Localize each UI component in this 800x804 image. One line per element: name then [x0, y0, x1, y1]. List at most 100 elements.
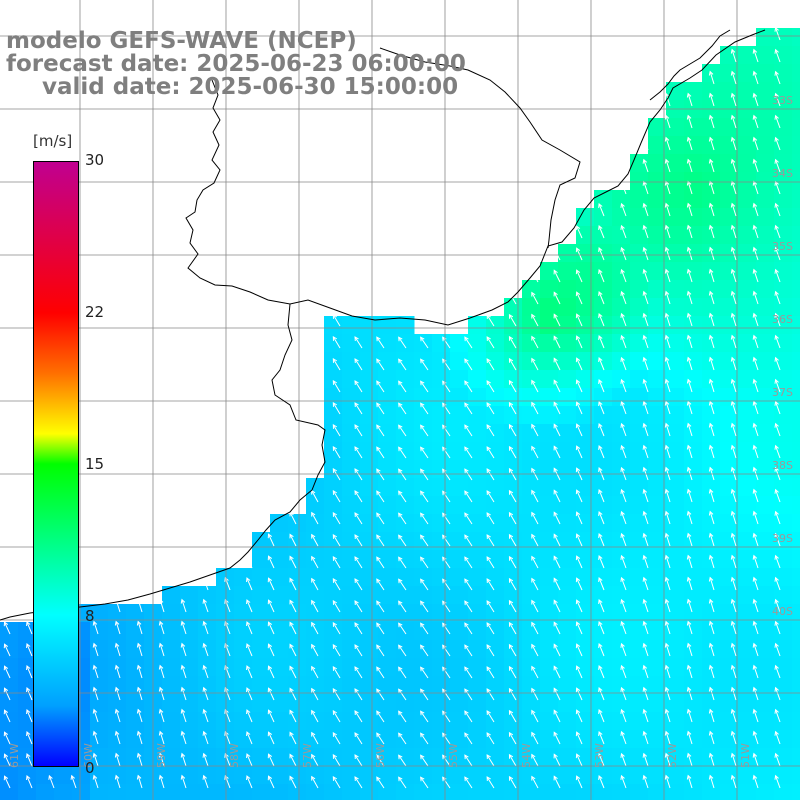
arrow-icon: [354, 534, 363, 547]
wind-speed-cell: [666, 406, 685, 425]
arrow-icon: [708, 334, 715, 349]
wind-speed-cell: [702, 532, 721, 551]
arrow-icon: [575, 357, 583, 371]
wind-speed-cell: [792, 676, 800, 695]
wind-speed-field: [0, 28, 800, 803]
wind-speed-cell: [378, 604, 397, 623]
wind-speed-cell: [342, 694, 361, 713]
wind-speed-cell: [558, 532, 577, 551]
arrow-icon: [752, 378, 759, 393]
arrow-icon: [708, 202, 715, 217]
arrow-icon: [553, 643, 561, 657]
wind-speed-cell: [576, 784, 595, 803]
arrow-icon: [598, 290, 605, 305]
arrow-icon: [730, 400, 737, 415]
wind-speed-cell: [306, 640, 325, 659]
wind-speed-cell: [648, 424, 667, 443]
arrow-icon: [730, 136, 737, 151]
wind-speed-cell: [684, 694, 703, 713]
arrow-icon: [553, 599, 561, 613]
wind-speed-cell: [450, 766, 469, 785]
arrow-icon: [398, 600, 407, 613]
arrow-icon: [664, 136, 671, 151]
arrow-icon: [730, 510, 737, 525]
wind-speed-cell: [702, 640, 721, 659]
wind-speed-cell: [378, 676, 397, 695]
wind-speed-cell: [504, 298, 523, 317]
wind-speed-cell: [360, 316, 379, 335]
arrow-icon: [420, 336, 429, 349]
wind-speed-cell: [630, 730, 649, 749]
wind-speed-cell: [522, 298, 541, 317]
wind-speed-cell: [486, 406, 505, 425]
wind-speed-cell: [360, 622, 379, 641]
arrow-icon: [136, 752, 143, 767]
wind-speed-cell: [360, 658, 379, 677]
arrow-icon: [354, 732, 363, 745]
wind-speed-cell: [378, 514, 397, 533]
arrow-icon: [531, 555, 539, 569]
arrow-icon: [686, 510, 693, 525]
arrow-icon: [598, 378, 605, 393]
wind-speed-cell: [504, 640, 523, 659]
arrow-icon: [664, 92, 671, 107]
arrow-icon: [708, 598, 715, 613]
arrow-icon: [420, 490, 429, 503]
arrow-icon: [598, 334, 605, 349]
arrow-icon: [708, 752, 715, 767]
arrow-icon: [730, 598, 737, 613]
wind-speed-cell: [720, 82, 739, 101]
wind-speed-cell: [648, 298, 667, 317]
wind-speed-cell: [252, 622, 271, 641]
wind-speed-cell: [414, 352, 433, 371]
wind-speed-cell: [756, 82, 775, 101]
wind-speed-cell: [684, 748, 703, 767]
wind-speed-cell: [702, 712, 721, 731]
wind-speed-cell: [522, 406, 541, 425]
wind-speed-cell: [450, 532, 469, 551]
arrow-icon: [289, 665, 297, 679]
wind-speed-cell: [738, 658, 757, 677]
arrow-icon: [730, 224, 737, 239]
wind-speed-cell: [450, 676, 469, 695]
wind-speed-cell: [108, 676, 127, 695]
wind-speed-cell: [252, 550, 271, 569]
wind-speed-cell: [792, 136, 800, 155]
arrow-icon: [664, 686, 671, 701]
arrow-icon: [620, 708, 627, 723]
arrow-icon: [774, 774, 781, 789]
longitude-label: 59W: [155, 743, 168, 768]
wind-speed-cell: [504, 478, 523, 497]
wind-speed-cell: [378, 748, 397, 767]
wind-speed-cell: [324, 370, 343, 389]
wind-speed-cell: [414, 694, 433, 713]
wind-speed-cell: [252, 712, 271, 731]
wind-speed-cell: [432, 388, 451, 407]
wind-speed-cell: [432, 568, 451, 587]
arrow-icon: [664, 642, 671, 657]
arrow-icon: [686, 312, 693, 327]
arrow-icon: [752, 422, 759, 437]
wind-speed-cell: [324, 622, 343, 641]
arrow-icon: [311, 643, 319, 657]
arrow-icon: [398, 358, 407, 371]
wind-speed-cell: [342, 586, 361, 605]
wind-speed-cell: [666, 244, 685, 263]
arrow-icon: [158, 686, 165, 701]
arrow-icon: [708, 422, 715, 437]
wind-speed-cell: [342, 388, 361, 407]
arrow-icon: [202, 686, 209, 701]
wind-speed-cell: [666, 532, 685, 551]
wind-speed-cell: [792, 28, 800, 47]
wind-speed-cell: [486, 748, 505, 767]
arrow-icon: [508, 401, 517, 415]
wind-speed-cell: [324, 640, 343, 659]
wind-speed-cell: [774, 730, 793, 749]
arrow-icon: [686, 136, 693, 151]
arrow-icon: [376, 688, 385, 701]
arrow-icon: [708, 268, 715, 283]
arrow-icon: [774, 488, 781, 503]
wind-speed-cell: [540, 712, 559, 731]
wind-speed-cell: [360, 532, 379, 551]
wind-speed-cell: [360, 640, 379, 659]
